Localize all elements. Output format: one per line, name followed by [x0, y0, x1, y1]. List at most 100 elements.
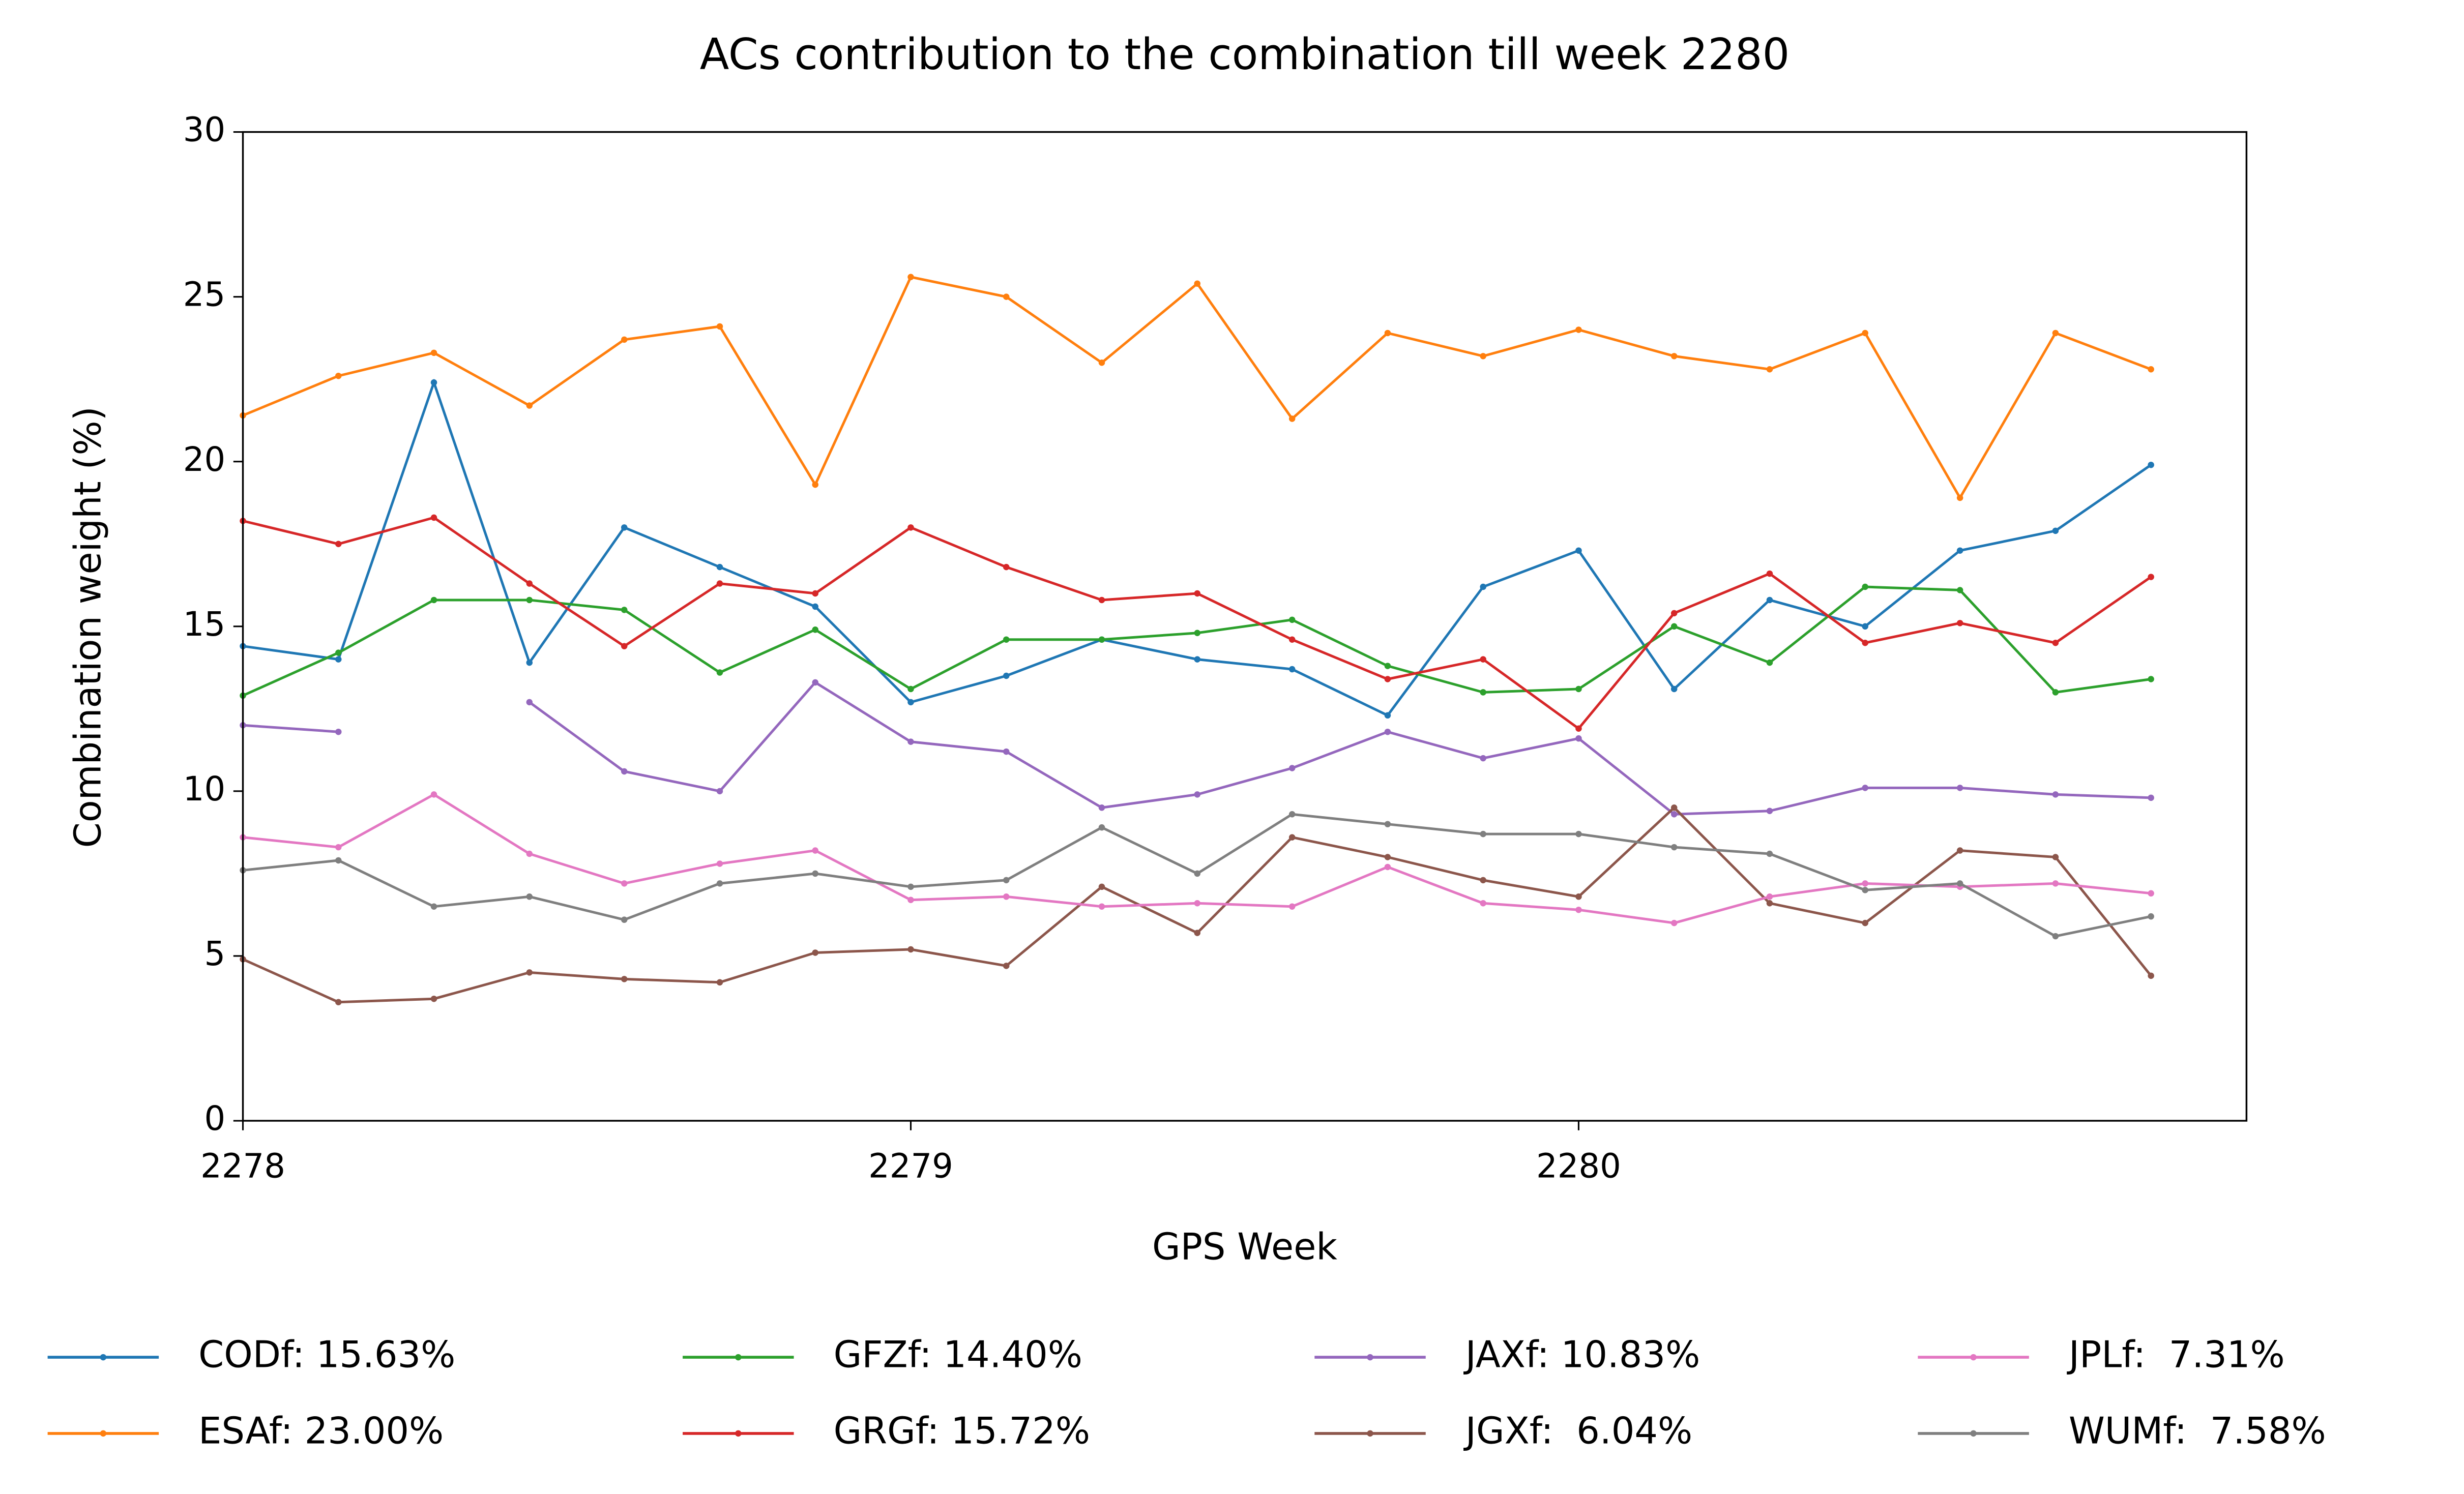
- point: [1956, 785, 1963, 791]
- y-tick-label: 20: [183, 440, 225, 479]
- point: [1194, 630, 1200, 636]
- legend-label: CODf: 15.63%: [198, 1333, 455, 1376]
- point: [1766, 900, 1773, 907]
- point: [716, 669, 723, 676]
- point: [335, 728, 342, 735]
- point: [1384, 863, 1391, 871]
- point: [907, 883, 914, 890]
- point: [1288, 616, 1296, 623]
- point: [1862, 623, 1868, 630]
- series-line: [243, 680, 2151, 816]
- point: [430, 995, 437, 1002]
- point: [621, 336, 628, 343]
- point: [2052, 527, 2059, 534]
- point: [621, 916, 628, 923]
- point: [1862, 583, 1868, 590]
- point: [1766, 570, 1773, 577]
- point: [1003, 672, 1010, 679]
- y-axis-label: Combination weight (%): [66, 406, 109, 848]
- point: [1288, 903, 1296, 910]
- point: [2052, 791, 2059, 798]
- point: [907, 524, 914, 531]
- point: [812, 870, 818, 877]
- point: [1766, 366, 1773, 373]
- point: [812, 590, 818, 597]
- point: [2052, 330, 2059, 337]
- point: [430, 596, 437, 604]
- point: [1384, 676, 1391, 682]
- legend-marker: [735, 1354, 742, 1361]
- legend-label: ESAf: 23.00%: [198, 1409, 444, 1452]
- point: [1194, 791, 1200, 798]
- point: [812, 481, 818, 488]
- x-axis-label: GPS Week: [1152, 1225, 1337, 1268]
- point: [430, 791, 437, 798]
- point: [2148, 366, 2154, 373]
- point: [430, 379, 437, 386]
- series-line: [242, 275, 2152, 501]
- point: [2052, 689, 2059, 696]
- point: [430, 514, 437, 521]
- point: [621, 768, 628, 775]
- point: [716, 979, 723, 986]
- point: [1480, 830, 1486, 838]
- point: [526, 402, 533, 409]
- point: [1862, 919, 1868, 927]
- point: [1288, 765, 1296, 771]
- point: [1003, 293, 1010, 300]
- point: [1098, 883, 1105, 890]
- point: [1098, 636, 1105, 643]
- point: [526, 850, 533, 857]
- point: [1956, 587, 1963, 593]
- point: [621, 643, 628, 649]
- point: [1098, 824, 1105, 831]
- x-tick-label: 2278: [200, 1147, 285, 1186]
- y-tick-label: 5: [204, 935, 225, 973]
- point: [1766, 659, 1773, 666]
- point: [907, 274, 914, 280]
- legend-marker: [1367, 1354, 1373, 1361]
- point: [1575, 830, 1582, 838]
- point: [1575, 725, 1582, 732]
- point: [1862, 880, 1868, 887]
- point: [1575, 685, 1582, 693]
- legend-marker: [735, 1430, 742, 1437]
- point: [1956, 494, 1963, 501]
- point: [812, 626, 818, 633]
- point: [526, 580, 533, 587]
- point: [335, 857, 342, 864]
- point: [2052, 639, 2059, 646]
- point: [335, 649, 342, 656]
- point: [1766, 808, 1773, 815]
- point: [1766, 893, 1773, 900]
- point: [1480, 755, 1486, 762]
- point: [1670, 844, 1678, 851]
- chart-title: ACs contribution to the combination till…: [700, 29, 1790, 79]
- point: [1575, 906, 1582, 913]
- legend-label: JGXf: 6.04%: [1463, 1409, 1692, 1452]
- point: [1288, 415, 1296, 422]
- point: [1098, 804, 1105, 811]
- point: [812, 847, 818, 854]
- point: [1670, 623, 1678, 630]
- point: [1956, 620, 1963, 626]
- point: [430, 349, 437, 356]
- point: [907, 699, 914, 706]
- point: [907, 946, 914, 953]
- legend-marker: [1970, 1430, 1977, 1437]
- point: [812, 949, 818, 956]
- point: [335, 656, 342, 663]
- y-tick-label: 15: [183, 605, 225, 644]
- point: [1480, 583, 1486, 590]
- legend-marker: [100, 1430, 107, 1437]
- point: [1288, 636, 1296, 643]
- legend-marker: [100, 1354, 107, 1361]
- point: [1670, 610, 1678, 617]
- point: [1384, 330, 1391, 337]
- point: [1384, 712, 1391, 719]
- y-tick-label: 0: [204, 1099, 225, 1138]
- point: [1480, 689, 1486, 696]
- point: [1670, 811, 1678, 818]
- y-tick-label: 25: [183, 276, 225, 314]
